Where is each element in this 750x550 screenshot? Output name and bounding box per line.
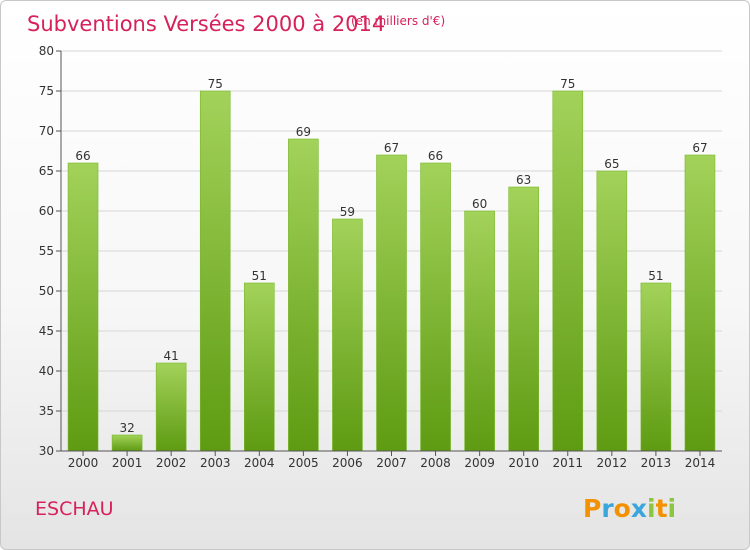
y-tick-label: 55 xyxy=(39,244,54,258)
bar xyxy=(199,90,231,452)
bar xyxy=(244,282,275,452)
data-label: 75 xyxy=(208,77,223,91)
x-tick-label: 2012 xyxy=(597,456,628,470)
bar xyxy=(596,170,628,452)
x-tick-label: 2014 xyxy=(685,456,716,470)
chart-title: Subventions Versées 2000 à 2014 xyxy=(27,12,385,36)
x-tick-label: 2007 xyxy=(376,456,407,470)
data-label: 59 xyxy=(340,205,355,219)
x-tick-label: 2006 xyxy=(332,456,363,470)
x-tick-label: 2009 xyxy=(464,456,495,470)
commune-name: ESCHAU xyxy=(35,498,114,520)
y-tick-label: 75 xyxy=(39,84,54,98)
data-label: 67 xyxy=(384,141,399,155)
data-label: 69 xyxy=(296,125,311,139)
bar xyxy=(155,362,187,452)
y-tick-label: 70 xyxy=(39,124,54,138)
logo-letter: i xyxy=(668,494,677,523)
bar xyxy=(464,210,495,452)
y-tick-label: 30 xyxy=(39,444,54,458)
proxiti-logo: Proxiti xyxy=(583,494,676,523)
x-tick-label: 2013 xyxy=(641,456,672,470)
data-label: 60 xyxy=(472,197,487,211)
x-tick-label: 2003 xyxy=(200,456,231,470)
data-label: 63 xyxy=(516,173,531,187)
x-tick-label: 2011 xyxy=(552,456,583,470)
x-tick-label: 2002 xyxy=(156,456,187,470)
y-tick-label: 65 xyxy=(39,164,54,178)
data-label: 66 xyxy=(428,149,443,163)
bars-layer: 66 32 41 75 51 69 59 67 66 60 63 75 65 51 67 xyxy=(67,77,716,452)
bar xyxy=(508,186,539,452)
y-tick-label: 35 xyxy=(39,404,54,418)
x-tick-label: 2010 xyxy=(508,456,539,470)
y-tick-label: 60 xyxy=(39,204,54,218)
bar xyxy=(684,154,716,452)
bar xyxy=(332,218,363,452)
data-label: 51 xyxy=(648,269,663,283)
bar xyxy=(640,282,672,452)
x-tick-label: 2004 xyxy=(244,456,275,470)
data-label: 67 xyxy=(692,141,707,155)
x-tick-label: 2005 xyxy=(288,456,319,470)
data-label: 32 xyxy=(119,421,134,435)
data-label: 51 xyxy=(252,269,267,283)
logo-letter: o xyxy=(614,494,631,523)
data-label: 66 xyxy=(75,149,90,163)
logo-letter: P xyxy=(583,494,601,523)
bar xyxy=(111,434,143,452)
logo-letter: r xyxy=(601,494,614,523)
logo-letter: t xyxy=(656,494,668,523)
data-label: 75 xyxy=(560,77,575,91)
x-tick-label: 2000 xyxy=(68,456,99,470)
x-tick-label: 2001 xyxy=(112,456,143,470)
x-tick-label: 2008 xyxy=(420,456,451,470)
bar xyxy=(552,90,584,452)
bar xyxy=(420,162,451,452)
logo-letter: x xyxy=(631,494,647,523)
bar xyxy=(67,162,99,452)
logo-letter: i xyxy=(647,494,656,523)
y-tick-label: 40 xyxy=(39,364,54,378)
y-tick-label: 45 xyxy=(39,324,54,338)
chart-subtitle: (en milliers d'€) xyxy=(351,14,445,28)
axis-layer: 30 35 40 45 50 55 60 65 70 75 80 2000 2001 2002 2003 20… xyxy=(39,44,722,470)
y-tick-label: 50 xyxy=(39,284,54,298)
data-label: 65 xyxy=(604,157,619,171)
y-tick-label: 80 xyxy=(39,44,54,58)
bar xyxy=(288,138,319,452)
bar xyxy=(376,154,407,452)
data-label: 41 xyxy=(164,349,179,363)
